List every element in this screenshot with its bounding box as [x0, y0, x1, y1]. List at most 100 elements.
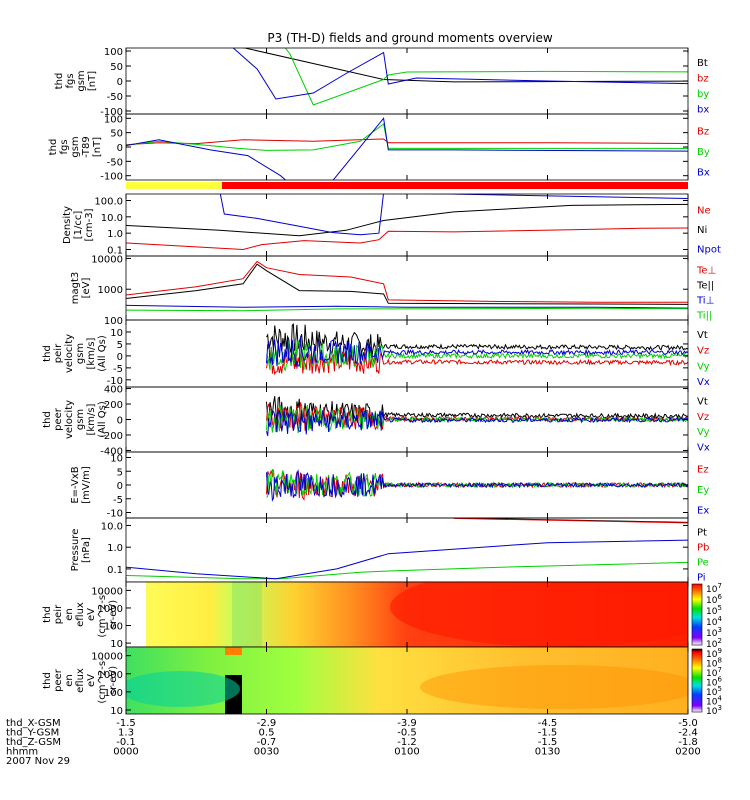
- y-axis-label: thd: [42, 411, 53, 428]
- series-Ey-line: [266, 468, 688, 498]
- x-axis-value: 0000: [113, 747, 138, 758]
- colorbar-tick-label: 102: [706, 637, 722, 650]
- y-axis-label: [km/s]: [86, 337, 97, 369]
- x-axis-row-label: thd_Y-GSM: [6, 728, 59, 739]
- y-tick-label: 10: [110, 639, 123, 650]
- y-axis-label: [cm-3]: [84, 208, 95, 241]
- y-tick-label: -5: [113, 364, 123, 375]
- y-axis-label: sr-eV): [108, 600, 119, 629]
- colorbar-tick-label: 107: [706, 666, 722, 679]
- y-axis-label: magt3: [70, 272, 81, 305]
- x-axis-value: 0030: [254, 747, 279, 758]
- panel-3: 100.0 10.0 1.0 0.1 Ne Ni Npot Density [1/cc] [cm-…: [62, 193, 721, 257]
- legend-entry: Te⊥: [696, 266, 716, 277]
- y-tick-label: 10: [110, 328, 123, 339]
- y-axis-label: velocity: [64, 334, 75, 373]
- y-tick-label: 50: [110, 62, 123, 73]
- x-axis-value: 0100: [394, 747, 419, 758]
- x-axis-value: -1.8: [678, 737, 698, 748]
- legend-entry: Ni: [697, 225, 707, 236]
- y-axis-label: fgs: [59, 139, 70, 154]
- colorbar-tick-label: 105: [706, 685, 722, 698]
- legend-entry: Vx: [697, 377, 710, 388]
- x-axis-value: 0130: [535, 747, 560, 758]
- spectrogram-gap: [126, 582, 146, 647]
- series-Te⊥-line: [126, 260, 688, 303]
- colorbar: [691, 648, 703, 713]
- x-axis-value: -5.0: [678, 718, 698, 729]
- x-axis-value: -0.1: [116, 737, 136, 748]
- legend-entry: Vt: [697, 330, 708, 341]
- colorbar-tick-label: 108: [706, 657, 722, 670]
- y-tick-label: 0.1: [107, 246, 123, 257]
- y-tick-label: 10: [110, 454, 123, 465]
- y-tick-label: 0: [117, 481, 123, 492]
- series-Vt-line: [266, 396, 688, 427]
- y-axis-label: peir: [53, 604, 64, 624]
- series-Bt-line: [242, 48, 688, 83]
- x-axis-value: -0.5: [397, 728, 417, 739]
- x-axis-row-label: thd_X-GSM: [6, 718, 61, 729]
- y-tick-label: 10000: [91, 652, 123, 663]
- y-axis-label: gsm: [75, 409, 86, 430]
- legend-entry: Bx: [697, 168, 710, 179]
- y-tick-label: 1.0: [107, 543, 123, 554]
- y-axis-label: gsm: [76, 70, 87, 91]
- y-axis-label: thd: [54, 73, 65, 90]
- spectrogram-band: [420, 665, 688, 709]
- series-Ni-line: [126, 203, 688, 237]
- y-tick-label: 0: [117, 416, 123, 427]
- series-by-line: [284, 48, 688, 106]
- y-axis-label: peer: [53, 407, 64, 431]
- y-axis-label: thd: [42, 606, 53, 623]
- series-Vx-line: [266, 336, 688, 367]
- legend-entry: bx: [697, 104, 709, 115]
- x-axis-row-label: 2007 Nov 29: [6, 756, 70, 767]
- panel-8: 10.0 1.0 0.1 Pt Pb Pe Pi Pressure [nPa]: [70, 517, 709, 584]
- y-tick-label: 1000: [98, 604, 123, 615]
- series-Vt-line: [266, 323, 688, 358]
- y-axis-label: peir: [53, 343, 64, 363]
- y-tick-label: -50: [107, 157, 123, 168]
- y-tick-label: 10000: [91, 586, 123, 597]
- y-tick-label: 100: [104, 47, 123, 58]
- y-axis-label: eV: [86, 608, 97, 621]
- colorbar-tick-label: 106: [706, 593, 722, 606]
- y-tick-label: -10: [107, 376, 123, 387]
- series-Vx-line: [266, 407, 688, 437]
- spectrogram-band: [232, 582, 262, 647]
- legend-entry: Ti⊥: [696, 296, 714, 307]
- legend-entry: Ey: [697, 485, 709, 496]
- panel-4: 10000 1000 100 Te⊥ Te|| Ti⊥ Ti|| magt3 [eV]: [70, 254, 716, 327]
- colorbar-tick-label: 107: [706, 582, 722, 595]
- y-axis-label: (cm^2-s-: [97, 591, 108, 638]
- x-axis-value: -0.7: [257, 737, 277, 748]
- y-axis-label: eflux: [75, 602, 86, 627]
- y-axis-label: eV: [86, 674, 97, 687]
- y-tick-label: 1000: [98, 285, 123, 296]
- y-tick-label: 1000: [98, 670, 123, 681]
- y-axis-label: Pressure: [70, 529, 81, 572]
- y-axis-label: [km/s]: [86, 403, 97, 435]
- series-Pb-line: [453, 518, 688, 524]
- y-axis-label: en: [64, 674, 75, 687]
- y-axis-label: [mV/m]: [81, 466, 92, 504]
- y-axis-label: thd: [42, 672, 53, 689]
- y-axis-label: [eV]: [81, 278, 92, 299]
- panel-frame: [125, 517, 689, 583]
- y-axis-label: peer: [53, 668, 64, 692]
- colorbar-tick-label: 105: [706, 604, 722, 617]
- bar-segment-yellow: [126, 182, 222, 189]
- y-tick-label: -400: [100, 446, 123, 457]
- series-Npot-line: [219, 194, 688, 236]
- x-axis-value: -2.9: [257, 718, 277, 729]
- y-axis-label: eflux: [75, 668, 86, 693]
- panel-7: 10 5 0 -5 -10 Ez Ey Ex E=-VxB [mV/m]: [70, 451, 709, 520]
- x-axis-value: -1.5: [538, 737, 558, 748]
- y-axis-label: -T89: [81, 136, 92, 158]
- panel-1: 100 50 0 -50 -100 Bt bz by bx thd fgs gsm [nT]: [54, 47, 709, 118]
- y-tick-label: 5: [117, 467, 123, 478]
- legend-entry: by: [697, 89, 709, 100]
- legend-entry: Pt: [697, 528, 707, 539]
- legend-entry: Npot: [697, 244, 721, 255]
